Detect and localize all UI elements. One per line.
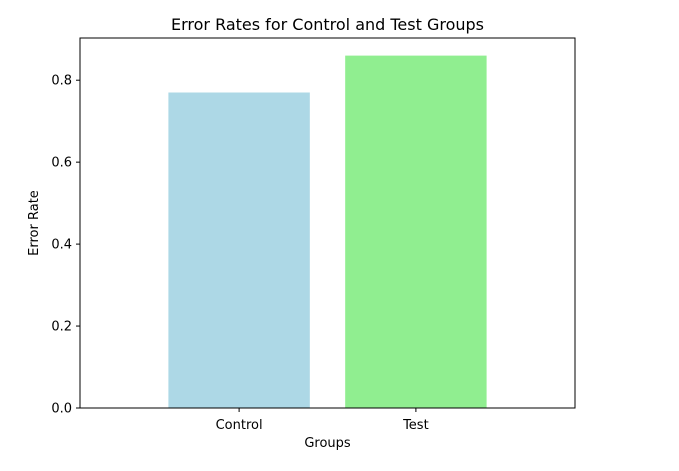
y-axis-label: Error Rate — [27, 190, 42, 256]
y-tick-label: 0.4 — [51, 238, 72, 253]
x-axis-label: Groups — [304, 436, 351, 451]
axes-layer: Control Test 0.0 0.2 0.4 0.6 0.8 — [51, 37, 576, 433]
x-tick-label: Test — [402, 418, 429, 433]
y-tick-label: 0.0 — [51, 402, 72, 417]
plot-frame — [79, 37, 576, 409]
bars-layer — [168, 55, 487, 408]
y-tick-label: 0.8 — [51, 74, 72, 89]
bar-test — [345, 55, 487, 408]
x-tick-label: Control — [216, 418, 263, 433]
y-tick-label: 0.2 — [51, 320, 72, 335]
bar-control — [168, 92, 310, 408]
chart-title: Error Rates for Control and Test Groups — [171, 15, 484, 34]
y-tick-label: 0.6 — [51, 156, 72, 171]
